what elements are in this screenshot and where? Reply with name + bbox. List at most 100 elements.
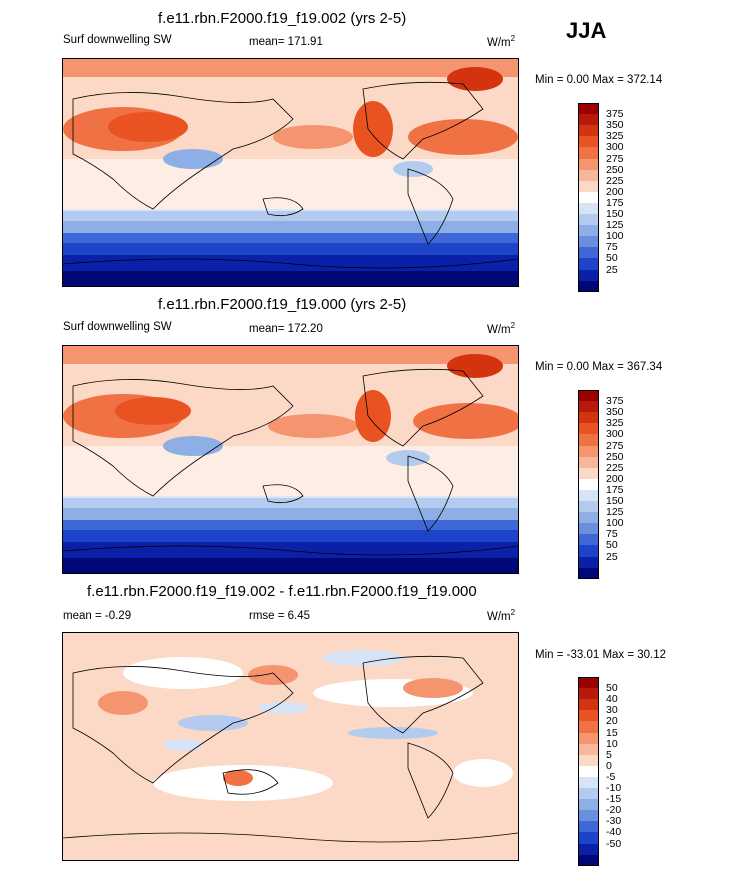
colorbar-tick-label: 250	[606, 450, 624, 463]
colorbar-tick-label: -10	[606, 782, 622, 794]
colorbar-swatch	[578, 180, 599, 193]
colorbar-swatch	[578, 545, 599, 557]
colorbar-swatch	[578, 732, 599, 745]
panel-title: f.e11.rbn.F2000.f19_f19.002 (yrs 2-5)	[158, 10, 407, 27]
colorbar-tick-label: -40	[606, 826, 622, 839]
colorbar-swatch	[578, 158, 599, 171]
colorbar-swatch	[578, 280, 599, 293]
panel-title: f.e11.rbn.F2000.f19_f19.002 - f.e11.rbn.…	[87, 583, 477, 600]
colorbar-swatch	[578, 401, 599, 413]
colorbar-tick-label: -5	[606, 770, 616, 783]
colorbar-tick-label: 200	[606, 472, 624, 485]
minmax-label: Min = 0.00 Max = 372.14	[535, 74, 663, 86]
colorbar-swatch	[578, 136, 599, 148]
colorbar-swatch	[578, 225, 599, 237]
colorbar-swatch	[578, 721, 599, 733]
colorbar-swatch	[578, 103, 599, 115]
colorbar-swatch	[578, 269, 599, 282]
colorbar-swatch	[578, 412, 599, 424]
colorbar-tick-label: 300	[606, 141, 624, 154]
colorbar-swatch	[578, 765, 599, 778]
colorbar-swatch	[578, 776, 599, 789]
colorbar-swatch	[578, 743, 599, 756]
colorbar-tick-label: 75	[606, 528, 618, 541]
colorbar-swatch	[578, 467, 599, 480]
colorbar-tick-label: 125	[606, 219, 624, 232]
units-label: W/m2	[487, 321, 516, 336]
colorbar-swatch	[578, 114, 599, 126]
colorbar-tick-label: 175	[606, 196, 624, 209]
colorbar-tick-label: 100	[606, 230, 624, 243]
colorbar-tick-label: 275	[606, 439, 624, 452]
colorbar-swatch	[578, 478, 599, 491]
variable-label: Surf downwelling SW	[63, 321, 172, 333]
colorbar-frame	[578, 677, 599, 866]
colorbar-tick-label: 200	[606, 185, 624, 198]
colorbar-tick-label: 50	[606, 252, 618, 265]
minmax-label: Min = -33.01 Max = 30.12	[535, 649, 667, 661]
colorbar-swatch	[578, 169, 599, 182]
colorbar-frame	[578, 103, 599, 292]
colorbar-tick-label: 20	[606, 715, 618, 728]
colorbar-swatch	[578, 799, 599, 811]
colorbar-tick-label: 325	[606, 417, 624, 430]
colorbar-swatch	[578, 556, 599, 569]
map-field	[63, 59, 518, 286]
colorbar-tick-label: 325	[606, 130, 624, 143]
colorbar-swatch	[578, 512, 599, 524]
colorbar-tick-label: 300	[606, 428, 624, 441]
colorbar-swatch	[578, 258, 599, 270]
panel-title: f.e11.rbn.F2000.f19_f19.000 (yrs 2-5)	[158, 296, 407, 313]
colorbar-tick-label: 275	[606, 152, 624, 165]
map-field	[63, 633, 518, 860]
world-map	[62, 632, 519, 861]
colorbar-tick-label: 5	[606, 748, 612, 761]
map-field	[63, 346, 518, 573]
colorbar-swatch	[578, 788, 599, 800]
colorbar-swatch	[578, 832, 599, 844]
minmax-label: Min = 0.00 Max = 367.34	[535, 361, 663, 373]
colorbar-tick-label: 225	[606, 174, 624, 187]
colorbar-tick-label: -20	[606, 804, 622, 817]
variable-label: Surf downwelling SW	[63, 34, 172, 46]
colorbar-tick-label: 375	[606, 395, 624, 408]
colorbar-swatch	[578, 710, 599, 722]
colorbar-tick-label: 25	[606, 550, 618, 563]
colorbar-tick-label: 10	[606, 737, 618, 750]
colorbar-swatch	[578, 247, 599, 259]
colorbar-swatch	[578, 754, 599, 767]
colorbar-swatch	[578, 214, 599, 226]
colorbar-tick-label: 150	[606, 495, 624, 507]
colorbar-swatch	[578, 125, 599, 137]
colorbar-swatch	[578, 236, 599, 248]
colorbar-tick-label: 25	[606, 263, 618, 276]
colorbar-swatch	[578, 390, 599, 402]
colorbar-tick-label: -15	[606, 793, 622, 806]
colorbar-swatch	[578, 501, 599, 513]
colorbar-swatch	[578, 688, 599, 700]
colorbar-swatch	[578, 843, 599, 856]
mean-label: mean = -0.29	[63, 610, 132, 622]
colorbar-tick-label: 350	[606, 119, 624, 132]
colorbar-swatch	[578, 147, 599, 159]
colorbar-swatch	[578, 523, 599, 535]
colorbar-swatch	[578, 854, 599, 867]
mean-label: mean= 171.91	[249, 36, 323, 48]
season-label: JJA	[566, 18, 607, 43]
units-label: W/m2	[487, 608, 516, 623]
colorbar-tick-label: 375	[606, 108, 624, 121]
colorbar-tick-label: 100	[606, 517, 624, 530]
colorbar-swatch	[578, 489, 599, 502]
colorbar-tick-label: 225	[606, 461, 624, 474]
colorbar-swatch	[578, 423, 599, 435]
colorbar-swatch	[578, 202, 599, 215]
colorbar-swatch	[578, 434, 599, 446]
colorbar-tick-label: 30	[606, 704, 618, 717]
units-label: W/m2	[487, 34, 516, 49]
colorbar-tick-label: 250	[606, 163, 624, 176]
colorbar-tick-label: 350	[606, 406, 624, 419]
colorbar-tick-label: 150	[606, 208, 624, 220]
colorbar-tick-label: 175	[606, 483, 624, 496]
colorbar-frame	[578, 390, 599, 579]
colorbar-tick-label: -50	[606, 837, 622, 850]
